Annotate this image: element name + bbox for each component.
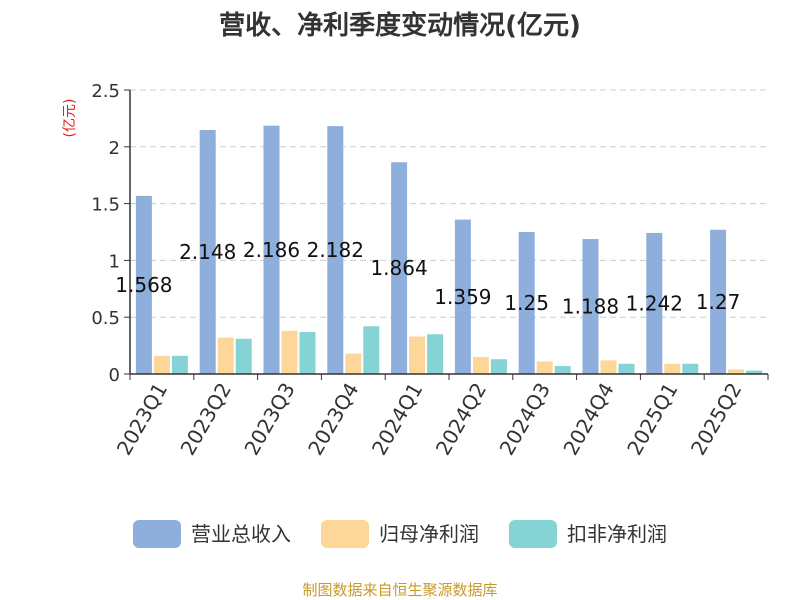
x-tick-label: 2023Q1 xyxy=(112,379,172,460)
bars xyxy=(135,125,763,374)
legend-label-1: 营业总收入 xyxy=(191,522,291,546)
bar-1 xyxy=(710,229,727,374)
bar-3 xyxy=(363,326,380,374)
legend-swatch-3 xyxy=(509,520,557,548)
data-label: 2.186 xyxy=(243,238,300,262)
data-label: 1.27 xyxy=(696,290,741,314)
bar-1 xyxy=(646,232,663,374)
bar-3 xyxy=(490,359,507,374)
bar-1 xyxy=(454,219,471,374)
source-note: 制图数据来自恒生聚源数据库 xyxy=(302,581,497,599)
x-tick-label: 2024Q3 xyxy=(495,379,555,460)
bar-1 xyxy=(135,195,152,374)
bar-2 xyxy=(472,356,489,374)
bar-1 xyxy=(199,129,216,374)
y-ticks: 0 0.5 1 1.5 2 2.5 xyxy=(91,81,120,386)
bar-3 xyxy=(299,331,316,374)
legend: 营业总收入 归母净利润 扣非净利润 xyxy=(133,520,667,548)
bar-3 xyxy=(554,366,571,374)
legend-swatch-2 xyxy=(321,520,369,548)
x-tick-label: 2023Q2 xyxy=(176,379,236,460)
chart-title: 营收、净利季度变动情况(亿元) xyxy=(219,10,581,41)
x-tick-label: 2024Q2 xyxy=(431,379,491,460)
legend-swatch-1 xyxy=(133,520,181,548)
x-tick-label: 2023Q3 xyxy=(239,379,299,460)
bar-1 xyxy=(263,125,280,374)
data-label: 1.359 xyxy=(434,285,491,309)
bar-2 xyxy=(664,363,681,374)
y-tick-label: 2 xyxy=(109,138,120,159)
bar-3 xyxy=(235,338,252,374)
bar-3 xyxy=(682,363,699,374)
bar-2 xyxy=(153,355,170,374)
data-label: 1.864 xyxy=(370,256,427,280)
x-tick-label: 2025Q1 xyxy=(622,379,682,460)
legend-label-3: 扣非净利润 xyxy=(567,522,667,546)
y-axis-label: (亿元) xyxy=(62,99,78,138)
x-tick-label: 2025Q2 xyxy=(686,379,746,460)
data-label: 1.188 xyxy=(562,295,619,319)
bar-1 xyxy=(327,126,344,374)
bar-2 xyxy=(536,361,553,374)
data-label: 1.25 xyxy=(504,291,549,315)
data-label: 1.242 xyxy=(626,291,683,315)
y-tick-label: 2.5 xyxy=(91,81,120,102)
y-tick-label: 1.5 xyxy=(91,195,120,216)
bar-3 xyxy=(427,334,444,374)
bar-3 xyxy=(618,363,635,374)
bar-2 xyxy=(281,330,298,374)
gridlines xyxy=(130,89,768,318)
x-tick-label: 2023Q4 xyxy=(303,379,363,460)
y-tick-label: 0 xyxy=(109,365,120,386)
x-tick-label: 2024Q4 xyxy=(558,379,618,460)
axes xyxy=(124,89,769,380)
bar-2 xyxy=(217,337,234,374)
bar-3 xyxy=(171,355,188,374)
x-tick-label: 2024Q1 xyxy=(367,379,427,460)
legend-label-2: 归母净利润 xyxy=(379,522,479,546)
data-label: 1.568 xyxy=(115,273,172,297)
bar-1 xyxy=(391,162,408,374)
bar-2 xyxy=(409,336,426,374)
y-tick-label: 0.5 xyxy=(91,308,120,329)
x-ticks: 2023Q1 2023Q2 2023Q3 2023Q4 2024Q1 2024Q2 2024… xyxy=(112,379,747,460)
bar-2 xyxy=(345,353,362,374)
bar-2 xyxy=(728,369,745,374)
y-tick-label: 1 xyxy=(109,251,120,272)
data-label: 2.148 xyxy=(179,240,236,264)
bar-1 xyxy=(518,232,535,374)
bar-3 xyxy=(746,370,763,374)
bar-2 xyxy=(600,360,617,374)
data-label: 2.182 xyxy=(307,238,364,262)
bar-1 xyxy=(582,239,599,374)
